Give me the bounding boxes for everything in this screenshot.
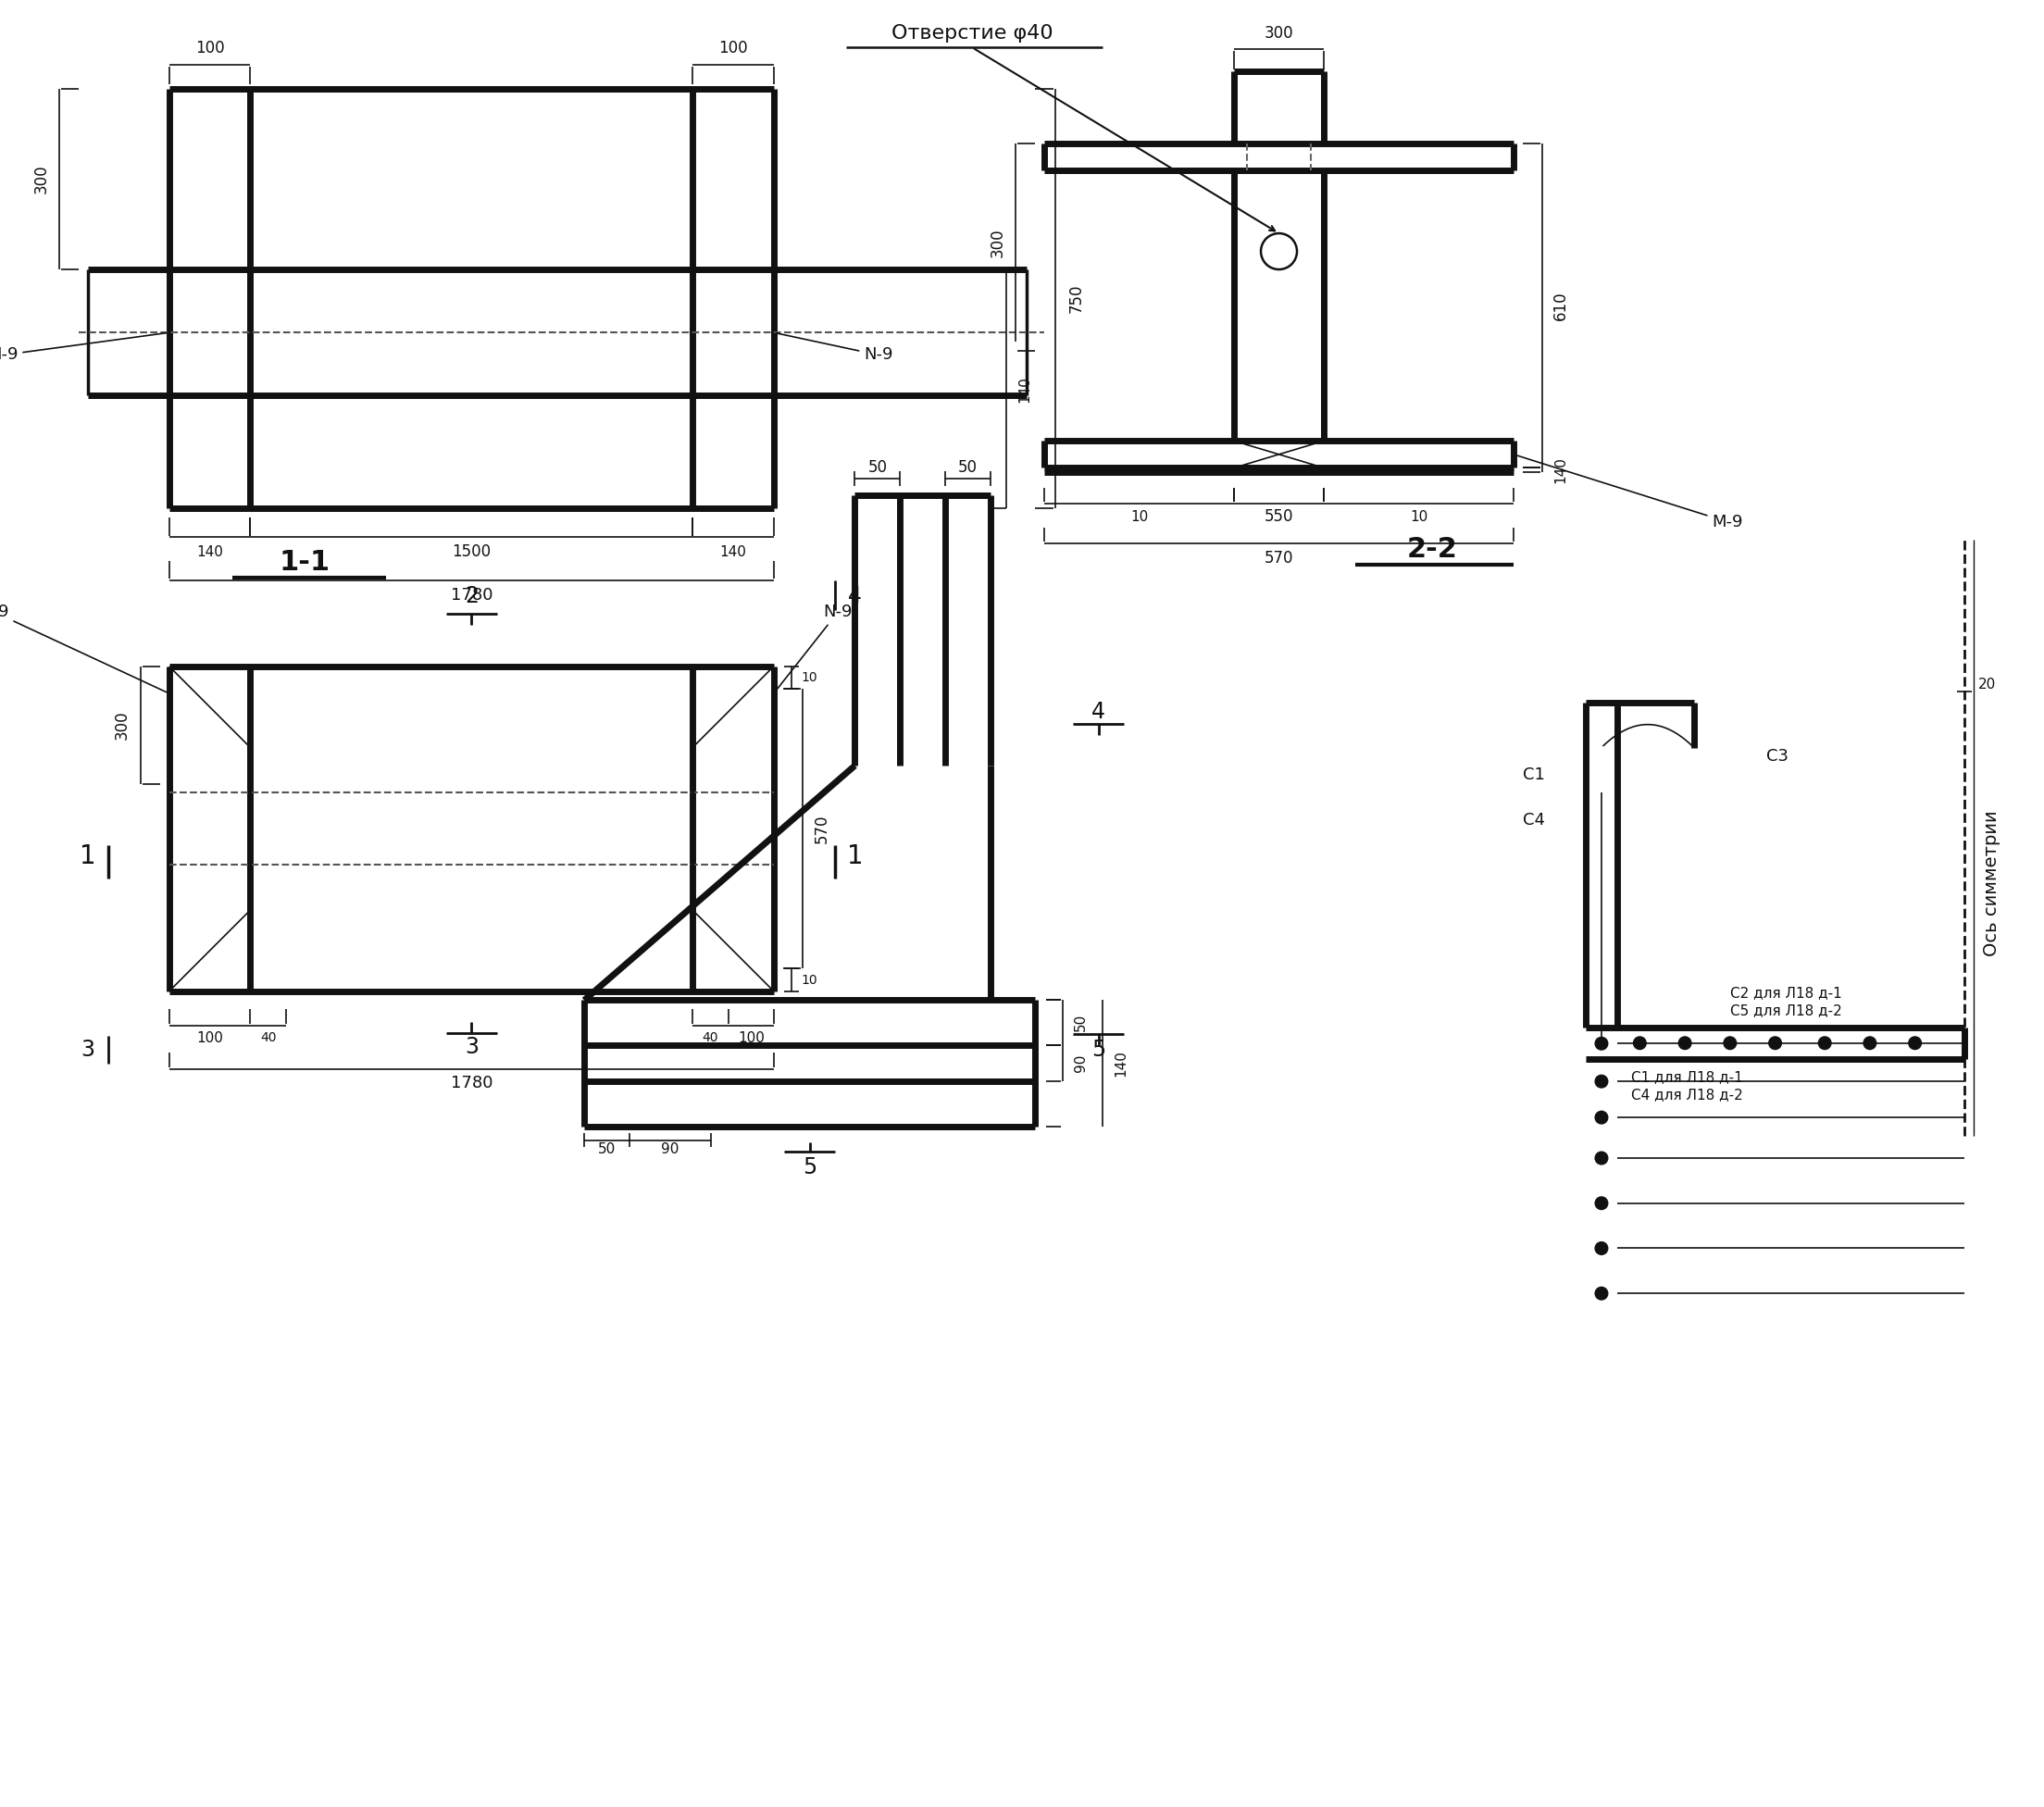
Circle shape [1594, 1037, 1609, 1050]
Circle shape [1594, 1287, 1609, 1299]
Text: 4: 4 [1091, 701, 1106, 723]
Text: 4: 4 [848, 585, 863, 607]
Circle shape [1633, 1037, 1645, 1050]
Circle shape [1768, 1037, 1782, 1050]
Text: 50: 50 [959, 459, 977, 477]
Text: 50: 50 [597, 1142, 615, 1156]
Text: C4 для Л18 д-2: C4 для Л18 д-2 [1631, 1088, 1744, 1102]
Text: 140: 140 [196, 546, 223, 558]
Text: 90: 90 [1073, 1055, 1087, 1072]
Text: 10: 10 [1130, 510, 1149, 524]
Text: N-9: N-9 [777, 332, 893, 363]
Text: C3: C3 [1766, 748, 1788, 764]
Text: 100: 100 [196, 1032, 223, 1044]
Text: 1780: 1780 [450, 1075, 493, 1091]
Text: 1: 1 [80, 842, 96, 869]
Text: C1 для Л18 д-1: C1 для Л18 д-1 [1631, 1070, 1744, 1084]
Text: 100: 100 [194, 40, 225, 56]
Text: 50: 50 [869, 459, 887, 477]
Text: 140: 140 [1114, 1050, 1128, 1077]
Text: 3: 3 [82, 1039, 94, 1061]
Circle shape [1723, 1037, 1735, 1050]
Text: C4: C4 [1523, 811, 1545, 828]
Text: 2: 2 [464, 585, 478, 607]
Circle shape [1819, 1037, 1831, 1050]
Text: 1500: 1500 [452, 544, 491, 560]
Text: 5: 5 [803, 1156, 818, 1178]
Text: C1: C1 [1523, 766, 1545, 782]
Text: Ось симметрии: Ось симметрии [1983, 810, 2001, 956]
Text: 20: 20 [1979, 678, 1997, 692]
Text: Отверстие φ40: Отверстие φ40 [891, 23, 1053, 42]
Text: 10: 10 [1410, 510, 1427, 524]
Text: C5 для Л18 д-2: C5 для Л18 д-2 [1729, 1005, 1842, 1017]
Text: M-9: M-9 [1517, 455, 1744, 529]
Text: 100: 100 [717, 40, 748, 56]
Circle shape [1594, 1111, 1609, 1124]
Text: N-9: N-9 [0, 604, 168, 692]
Text: 570: 570 [814, 815, 830, 844]
Text: N-9: N-9 [0, 332, 168, 363]
Text: 550: 550 [1265, 508, 1294, 526]
Text: 50: 50 [1073, 1014, 1087, 1032]
Circle shape [1594, 1241, 1609, 1254]
Text: 100: 100 [738, 1032, 764, 1044]
Text: 140: 140 [1553, 457, 1568, 484]
Text: 2-2: 2-2 [1406, 535, 1457, 562]
Circle shape [1594, 1196, 1609, 1209]
Text: 1-1: 1-1 [280, 549, 329, 576]
Circle shape [1864, 1037, 1876, 1050]
Text: 300: 300 [989, 228, 1006, 257]
Text: 750: 750 [1067, 284, 1083, 313]
Text: 5: 5 [1091, 1039, 1106, 1061]
Text: 300: 300 [114, 710, 131, 739]
Text: 1: 1 [846, 842, 863, 869]
Text: 40: 40 [260, 1032, 276, 1044]
Circle shape [1594, 1075, 1609, 1088]
Text: 570: 570 [1265, 549, 1294, 566]
Text: 3: 3 [464, 1035, 478, 1059]
Circle shape [1594, 1151, 1609, 1164]
Text: 40: 40 [703, 1032, 719, 1044]
Circle shape [1909, 1037, 1921, 1050]
Text: 1780: 1780 [450, 587, 493, 604]
Text: 140: 140 [1018, 376, 1032, 403]
Text: N-9: N-9 [775, 604, 852, 692]
Text: 140: 140 [719, 546, 746, 558]
Text: 90: 90 [660, 1142, 679, 1156]
Text: 10: 10 [801, 670, 818, 683]
Text: 610: 610 [1551, 291, 1568, 320]
Text: 300: 300 [1265, 25, 1294, 42]
Text: 10: 10 [801, 974, 818, 987]
Circle shape [1678, 1037, 1690, 1050]
Text: 300: 300 [33, 164, 49, 193]
Text: C2 для Л18 д-1: C2 для Л18 д-1 [1729, 987, 1842, 999]
